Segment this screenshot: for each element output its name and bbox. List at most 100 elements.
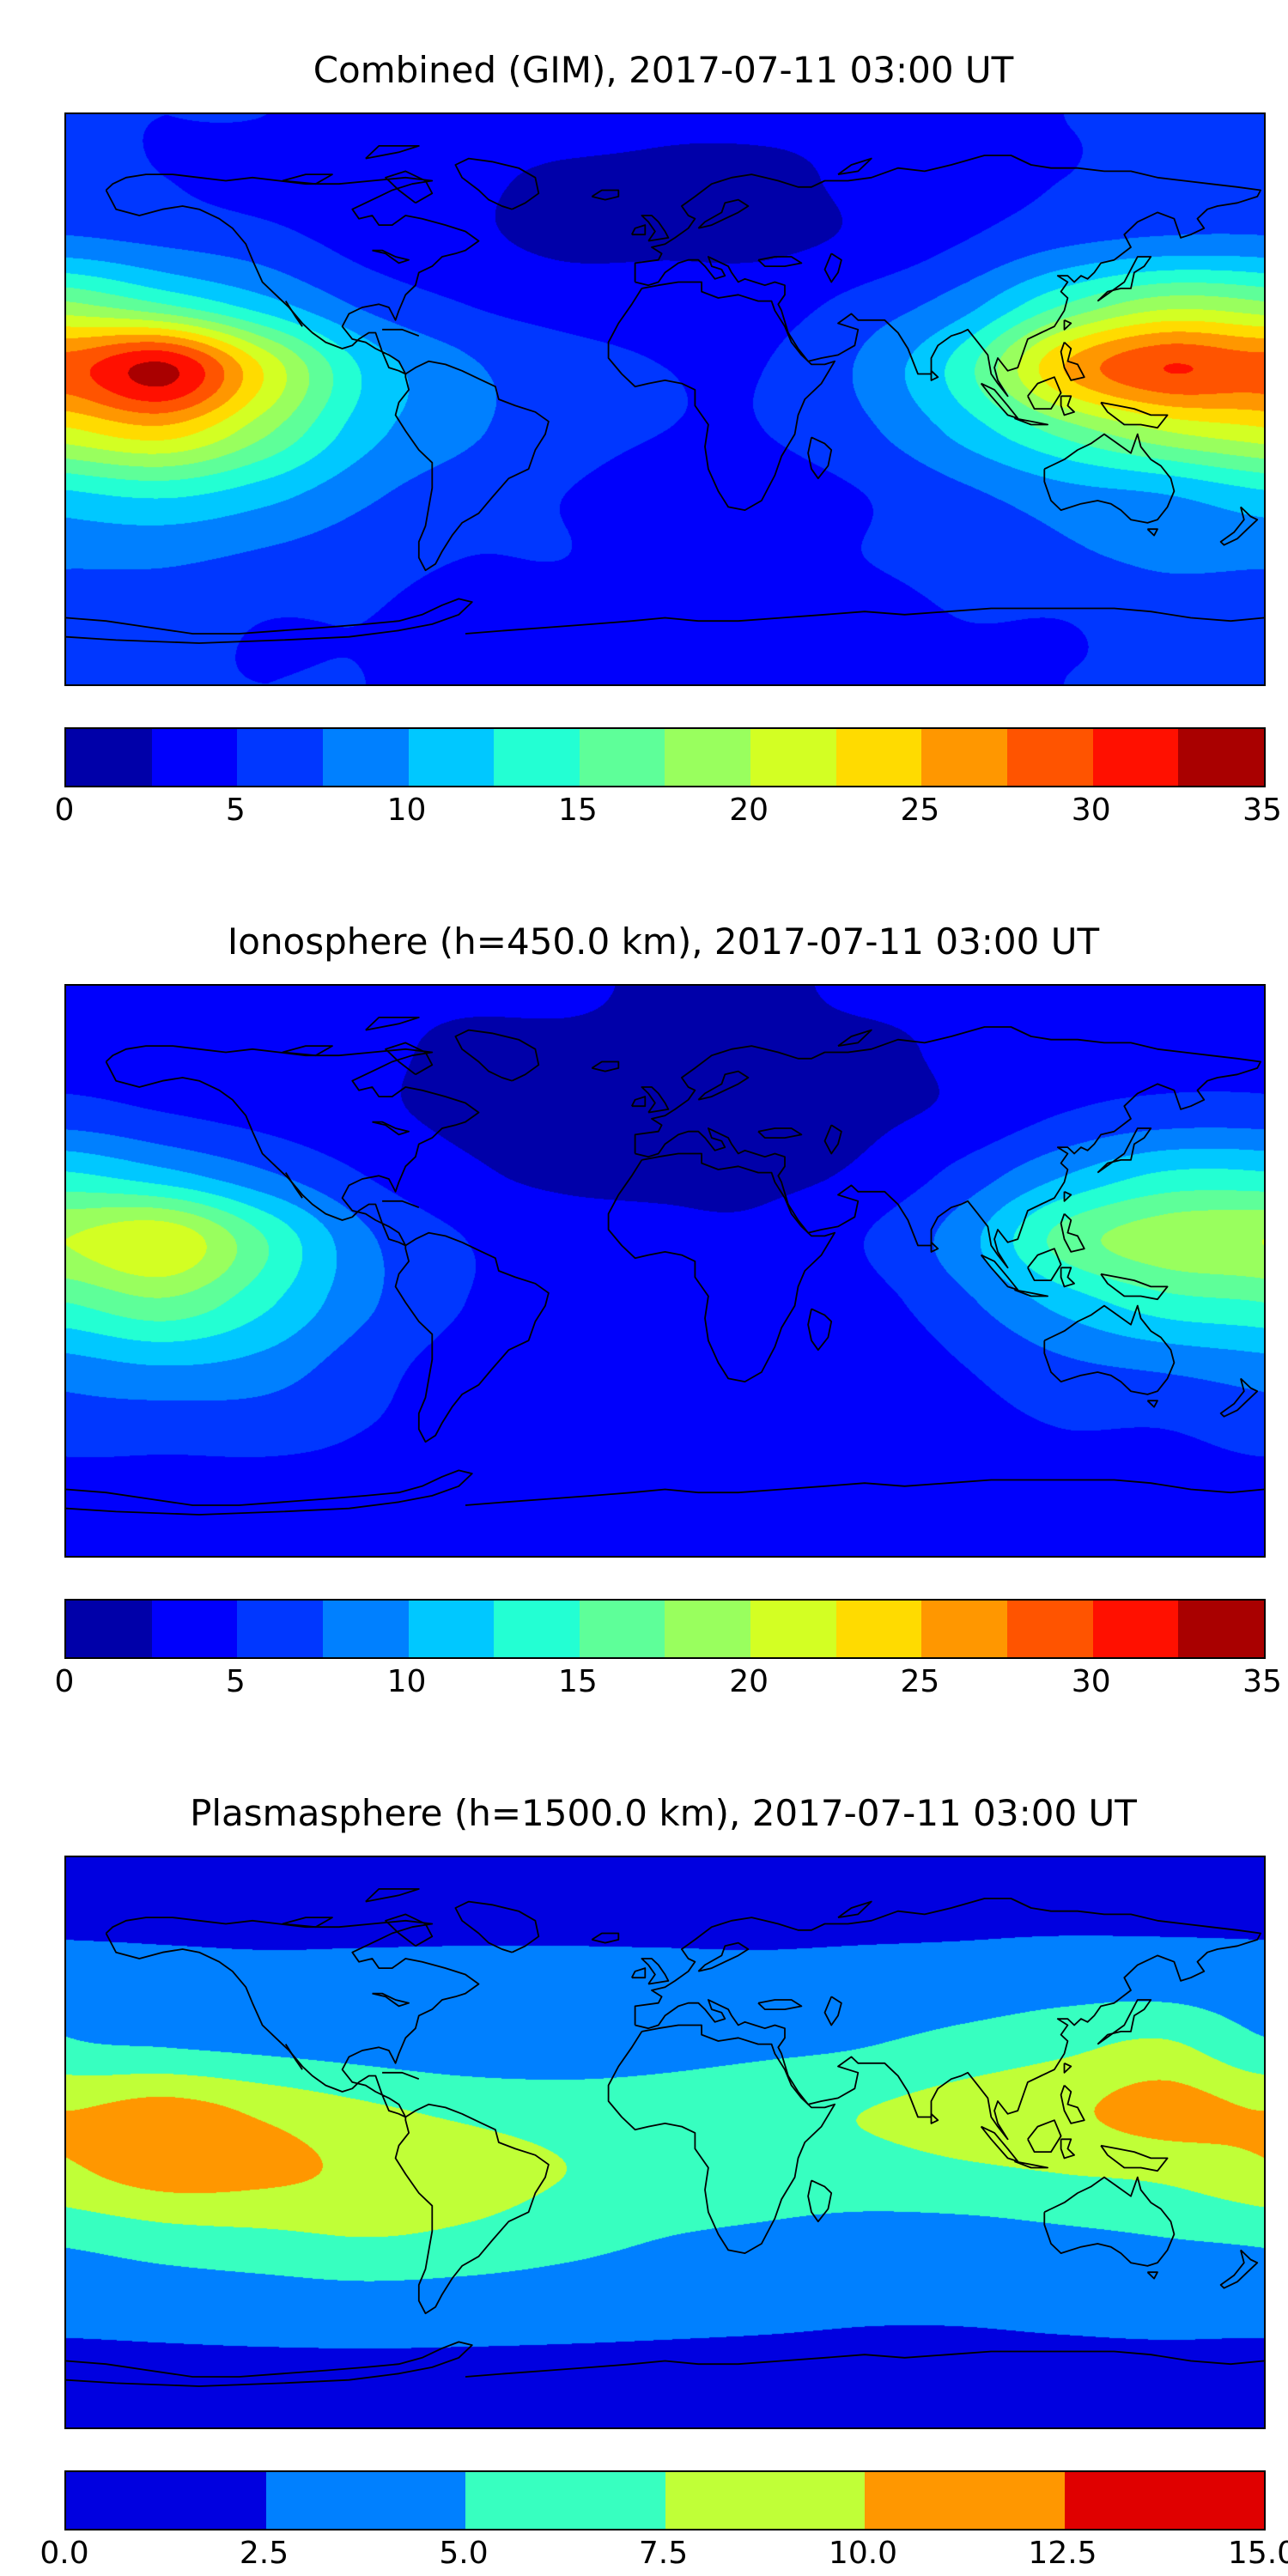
coastline-path [1146, 2271, 1158, 2280]
coastline-path [634, 1026, 1261, 1269]
coastline-path [1219, 2249, 1259, 2289]
panel-ionosphere: Ionosphere (h=450.0 km), 2017-07-11 03:0… [55, 920, 1282, 1700]
coastline-path [105, 173, 480, 375]
coastline-path [372, 249, 410, 264]
coastline-path [284, 1172, 303, 1199]
coastline-path [823, 1124, 842, 1155]
coastline-path [823, 1996, 842, 2026]
panel-title-ionosphere: Ionosphere (h=450.0 km), 2017-07-11 03:0… [227, 920, 1100, 963]
colorbar-tick-label: 30 [1071, 793, 1111, 828]
coastline-path [1027, 1248, 1062, 1282]
colorbar-segment [408, 1601, 495, 1657]
coastline-path [365, 1017, 420, 1031]
coastline-path [372, 1992, 410, 2008]
map-combined [64, 112, 1266, 686]
coastline-path [382, 2071, 420, 2081]
coastline-path [630, 224, 647, 236]
coastline-path [1043, 2176, 1176, 2267]
coastline-path [697, 1070, 750, 1101]
coastline-path [1146, 528, 1158, 537]
coastline-path [66, 598, 473, 644]
colorbar-tick-label: 5 [225, 793, 246, 828]
colorbar-tick-label: 25 [900, 793, 940, 828]
colorbar-segment [1064, 2472, 1264, 2529]
coastline-path [634, 155, 1261, 398]
coastline-path [1060, 1212, 1085, 1253]
colorbar-tick-label: 0 [54, 1664, 75, 1699]
coastline-path [385, 170, 434, 204]
colorbar-tick-label: 5 [225, 1664, 246, 1699]
colorbar-segment [665, 2472, 865, 2529]
colorbar-segment [494, 1601, 580, 1657]
colorbar-tick-label: 20 [729, 1664, 769, 1699]
colorbar-ticks-ionosphere: 0 5 10 15 20 25 30 35 [55, 1659, 1282, 1699]
coastline-path [823, 252, 842, 283]
colorbar-tick-label: 0.0 [39, 2536, 89, 2571]
colorbar-segment [66, 1601, 152, 1657]
map-ionosphere [64, 984, 1266, 1558]
coastlines-overlay [66, 145, 1264, 644]
coastline-path [1063, 2062, 1072, 2074]
coastline-path [980, 1254, 1019, 1291]
coastline-path [1027, 376, 1062, 410]
coastline-path [394, 2103, 550, 2315]
colorbar-segment [1178, 729, 1264, 786]
colorbar-segment [322, 1601, 409, 1657]
coastlines-overlay [66, 1888, 1264, 2387]
colorbar-segment [835, 729, 922, 786]
coastline-path [930, 2113, 939, 2124]
colorbar-segment [579, 1601, 665, 1657]
colorbar-tick-label: 10.0 [828, 2536, 898, 2571]
colorbar-segment [1092, 729, 1179, 786]
colorbar-tick-label: 10 [386, 1664, 427, 1699]
coastline-path [465, 2350, 1264, 2378]
coastline-path [634, 1898, 1261, 2141]
coastline-path [607, 281, 835, 512]
colorbar-segment [237, 1601, 323, 1657]
map-plasmasphere [64, 1856, 1266, 2429]
colorbar-segment [151, 1601, 238, 1657]
coastline-path [1063, 1190, 1072, 1202]
colorbar-segment [750, 1601, 836, 1657]
tec-heatmap-canvas [66, 114, 1264, 684]
coastline-path [697, 198, 750, 229]
coastline-path [284, 2044, 303, 2070]
colorbar-combined [64, 727, 1266, 787]
coastline-path [641, 1958, 670, 1985]
coastline-path [607, 1152, 835, 1383]
colorbar-tick-label: 2.5 [239, 2536, 289, 2571]
coastline-path [282, 173, 333, 185]
coastline-path [641, 215, 670, 242]
coastline-path [1014, 417, 1048, 426]
colorbar-segment [835, 1601, 922, 1657]
colorbar-segment [322, 729, 409, 786]
colorbar-segment [1178, 1601, 1264, 1657]
colorbar-tick-label: 35 [1242, 793, 1282, 828]
coastline-path [757, 1999, 803, 2011]
coastline-path [930, 1242, 939, 1253]
coastline-path [385, 1042, 434, 1076]
coastline-path [1027, 2119, 1062, 2154]
coastline-path [697, 1941, 750, 1972]
coastline-path [394, 360, 550, 572]
colorbar-segment [265, 2472, 465, 2529]
colorbar-tick-label: 15 [557, 1664, 598, 1699]
coastline-path [630, 1096, 647, 1108]
coastline-path [930, 370, 939, 381]
colorbar-segment [1007, 1601, 1093, 1657]
coastline-path [1100, 2144, 1169, 2172]
coastline-path [382, 1200, 420, 1209]
colorbar-tick-label: 12.5 [1028, 2536, 1097, 2571]
panel-plasmasphere: Plasmasphere (h=1500.0 km), 2017-07-11 0… [39, 1793, 1288, 2572]
coastline-path [630, 1967, 647, 1979]
coastline-path [465, 607, 1264, 635]
coastline-path [66, 1469, 473, 1516]
colorbar-tick-label: 10 [386, 793, 427, 828]
coastline-path [757, 1127, 803, 1139]
coastline-path [591, 189, 620, 201]
colorbar-segment [66, 729, 152, 786]
panel-title-combined: Combined (GIM), 2017-07-11 03:00 UT [313, 49, 1014, 91]
colorbar-ticks-combined: 0 5 10 15 20 25 30 35 [55, 787, 1282, 828]
coastline-path [807, 436, 833, 480]
